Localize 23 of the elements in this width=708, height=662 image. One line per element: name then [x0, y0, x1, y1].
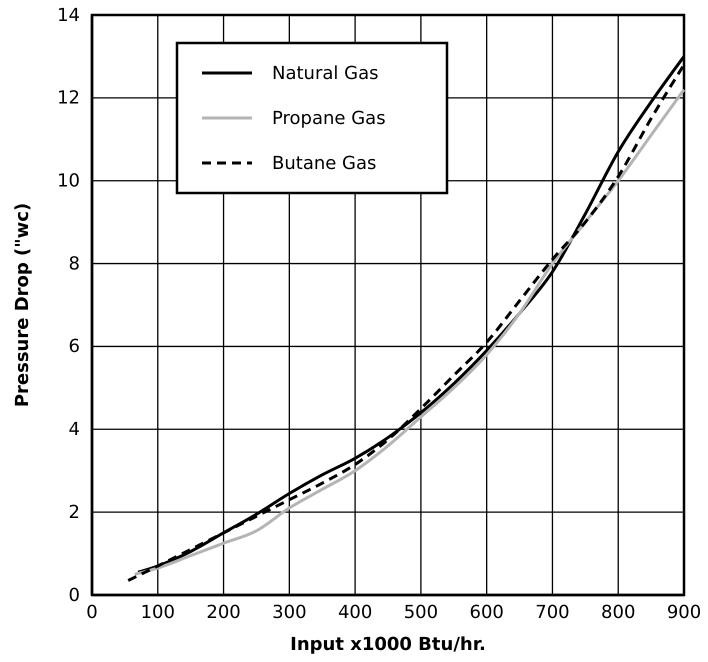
x-axis-title: Input x1000 Btu/hr.: [290, 634, 486, 655]
y-tick-label: 10: [57, 170, 80, 192]
x-tick-label: 400: [338, 602, 372, 623]
x-tick-label: 500: [404, 602, 438, 623]
legend-label: Butane Gas: [272, 153, 376, 174]
y-tick-label: 8: [68, 253, 80, 274]
x-tick-label: 100: [140, 602, 175, 623]
legend-label: Propane Gas: [272, 108, 386, 129]
y-tick-label: 12: [57, 88, 80, 109]
y-tick-label: 4: [68, 419, 80, 440]
x-tick-label: 700: [535, 602, 570, 623]
y-tick-label: 6: [68, 336, 80, 358]
x-tick-label: 300: [272, 602, 307, 623]
y-tick-label: 0: [68, 584, 80, 606]
y-tick-label: 14: [57, 4, 80, 26]
x-tick-label: 200: [206, 602, 241, 623]
x-tick-label: 600: [469, 602, 504, 623]
y-axis-title: Pressure Drop ("wc): [12, 202, 33, 408]
x-tick-label: 0: [86, 602, 98, 623]
legend-label: Natural Gas: [272, 63, 378, 84]
x-tick-label: 800: [601, 602, 636, 623]
y-tick-label: 2: [68, 502, 80, 523]
x-tick-label: 900: [666, 602, 702, 623]
